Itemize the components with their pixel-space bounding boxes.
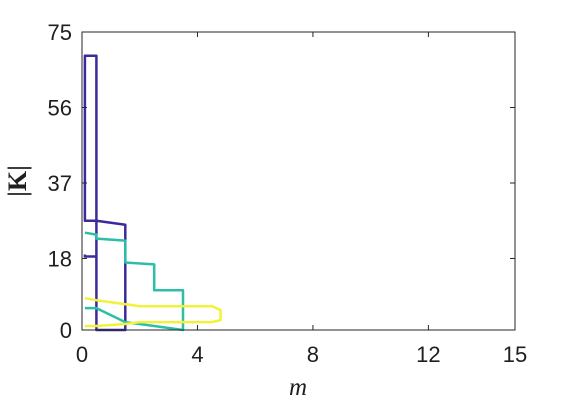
x-tick-label: 12 [416, 342, 440, 367]
y-tick-label: 75 [48, 20, 72, 45]
series-line-2 [84, 231, 185, 332]
x-tick-label: 0 [76, 342, 88, 367]
x-axis-label: m [289, 374, 307, 401]
tick-layer: 0 4 8 12 15 0 18 37 56 75 [48, 20, 528, 367]
x-tick-label: 4 [191, 342, 203, 367]
y-tick-label: 18 [48, 246, 72, 271]
x-tick-label: 15 [503, 342, 527, 367]
y-tick-label: 56 [48, 95, 72, 120]
series-layer [83, 54, 222, 332]
y-tick-label: 0 [60, 318, 72, 343]
plot-area [82, 32, 515, 330]
y-tick-label: 37 [48, 171, 72, 196]
x-tick-label: 8 [307, 342, 319, 367]
series-line-3 [84, 296, 222, 328]
axes-box [81, 31, 516, 331]
series-line-1 [83, 54, 127, 332]
y-axis-label: |K| [3, 165, 32, 197]
